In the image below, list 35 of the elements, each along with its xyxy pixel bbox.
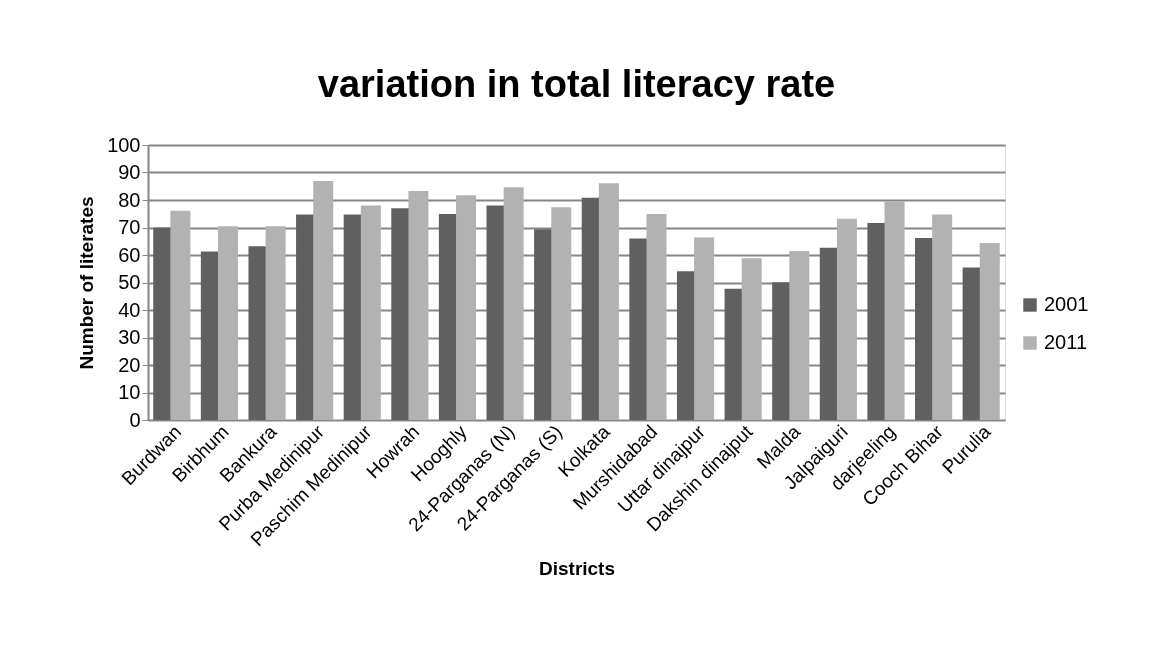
bar bbox=[598, 183, 619, 420]
x-axis-title: Districts bbox=[538, 558, 616, 580]
bar bbox=[836, 218, 857, 420]
y-axis-title: Number of literates bbox=[76, 196, 98, 370]
legend-label: 2001 bbox=[1044, 293, 1089, 315]
bar bbox=[265, 226, 286, 420]
y-tick-label: 40 bbox=[118, 298, 141, 321]
bar bbox=[313, 181, 334, 420]
y-tick-label: 10 bbox=[118, 381, 141, 403]
y-tick-label: 60 bbox=[118, 243, 141, 266]
bar bbox=[884, 201, 905, 420]
bar bbox=[694, 237, 715, 420]
y-tick-label: 100 bbox=[107, 133, 141, 156]
bar bbox=[503, 187, 524, 420]
bar bbox=[408, 190, 429, 420]
bar bbox=[217, 226, 238, 420]
y-tick-label: 30 bbox=[118, 326, 141, 348]
bar bbox=[360, 205, 381, 420]
bar bbox=[170, 210, 191, 420]
bar bbox=[979, 242, 1000, 420]
chart-title: variation in total literacy rate bbox=[317, 63, 836, 105]
y-tick-label: 50 bbox=[118, 271, 141, 293]
y-tick-label: 0 bbox=[129, 408, 141, 431]
bar bbox=[789, 250, 810, 420]
bar bbox=[456, 195, 477, 420]
bar bbox=[932, 214, 953, 420]
y-tick-label: 20 bbox=[118, 353, 141, 376]
bar bbox=[551, 207, 572, 420]
legend-label: 2011 bbox=[1044, 331, 1088, 353]
bar bbox=[741, 258, 762, 420]
y-tick-label: 90 bbox=[118, 161, 141, 183]
bar bbox=[646, 214, 667, 420]
y-tick-label: 70 bbox=[118, 216, 141, 238]
y-tick-label: 80 bbox=[118, 188, 141, 211]
bar bbox=[248, 246, 269, 420]
